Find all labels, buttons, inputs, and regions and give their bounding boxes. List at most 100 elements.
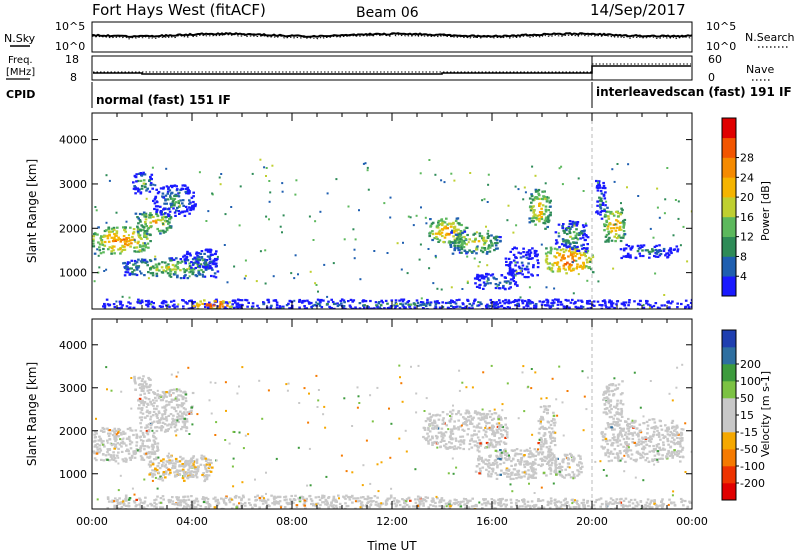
power-scatter-cell	[425, 222, 428, 225]
velocity-echo-cell	[495, 477, 499, 480]
power-echo-cell	[125, 237, 128, 240]
power-echo-cell	[204, 268, 208, 271]
power-scatter-cell	[496, 285, 499, 288]
power-echo-cell	[153, 266, 156, 270]
power-echo-cell	[463, 230, 467, 233]
velocity-echo-cell	[505, 426, 508, 429]
power-scatter-cell	[463, 249, 466, 252]
velocity-echo-cell	[556, 466, 559, 470]
power-echo-cell	[586, 307, 590, 309]
velocity-echo-cell	[130, 456, 134, 459]
velocity-echo-cell	[490, 427, 494, 430]
velocity-echo-cell	[606, 397, 610, 400]
power-echo-cell	[388, 306, 391, 309]
velocity-echo-cell	[567, 473, 571, 476]
power-scatter-cell	[690, 210, 692, 213]
velocity-echo-cell	[402, 499, 406, 502]
power-scatter-cell	[366, 169, 369, 172]
velocity-echo-cell	[189, 461, 192, 464]
velocity-echo-cell	[180, 465, 184, 468]
power-scatter-cell	[259, 158, 262, 161]
power-echo-cell	[619, 213, 622, 216]
velocity-echo-cell	[445, 424, 448, 427]
velocity-echo-cell	[606, 422, 610, 425]
velocity-echo-cell	[516, 459, 520, 462]
power-echo-cell	[568, 227, 571, 230]
power-echo-cell	[210, 267, 213, 270]
power-echo-cell	[507, 299, 511, 302]
velocity-echo-cell	[471, 418, 474, 421]
velocity-echo-cell	[182, 426, 186, 429]
velocity-echo-cell	[562, 458, 566, 461]
velocity-echo-cell	[627, 437, 631, 440]
velocity-echo-cell	[473, 433, 476, 436]
velocity-echo-cell	[176, 460, 179, 463]
velocity-echo-cell	[619, 393, 623, 396]
power-echo-cell	[668, 306, 671, 309]
velocity-echo-cell	[578, 461, 582, 464]
velocity-echo-cell	[95, 459, 98, 462]
velocity-echo-cell	[174, 421, 178, 424]
velocity-echo-cell	[616, 457, 620, 460]
velocity-echo-cell	[165, 470, 168, 473]
velocity-echo-cell	[112, 455, 116, 458]
power-echo-cell	[92, 240, 95, 243]
power-scatter-cell	[386, 252, 389, 254]
power-echo-cell	[534, 306, 538, 309]
power-echo-cell	[537, 188, 541, 192]
velocity-echo-cell	[653, 454, 657, 457]
power-echo-cell	[219, 303, 222, 306]
power-echo-cell	[556, 303, 560, 306]
power-echo-cell	[595, 186, 599, 189]
power-echo-cell	[149, 183, 153, 187]
velocity-echo-cell	[117, 447, 120, 450]
power-echo-cell	[124, 242, 127, 245]
power-echo-cell	[619, 239, 623, 243]
velocity-echo-cell	[256, 494, 259, 497]
power-echo-cell	[530, 194, 534, 197]
power-echo-cell	[131, 273, 134, 276]
power-echo-cell	[288, 299, 292, 303]
power-echo-cell	[523, 267, 527, 270]
velocity-echo-cell	[549, 458, 552, 461]
power-echo-cell	[551, 270, 555, 273]
power-colorbar-tick-label: 20	[740, 191, 754, 204]
power-scatter-cell	[314, 282, 317, 285]
power-echo-cell	[127, 237, 131, 240]
velocity-echo-cell	[462, 442, 466, 445]
velocity-echo-cell	[202, 500, 206, 504]
power-echo-cell	[188, 271, 191, 274]
power-echo-cell	[164, 212, 167, 215]
power-echo-cell	[582, 225, 586, 229]
velocity-echo-cell	[448, 420, 452, 423]
velocity-echo-cell	[564, 474, 568, 477]
power-echo-cell	[453, 249, 456, 252]
power-echo-cell	[441, 221, 444, 225]
velocity-echo-cell	[449, 434, 452, 437]
power-echo-cell	[161, 192, 165, 195]
velocity-echo-cell	[143, 452, 146, 455]
power-echo-cell	[511, 278, 514, 281]
power-echo-cell	[186, 268, 189, 271]
noise-tick-top-right: 10^5	[706, 20, 736, 33]
power-echo-cell	[576, 222, 579, 225]
power-echo-cell	[598, 303, 601, 307]
power-echo-cell	[308, 302, 311, 305]
power-echo-cell	[116, 238, 119, 242]
velocity-echo-cell	[610, 415, 613, 418]
power-echo-cell	[574, 241, 577, 244]
power-echo-cell	[451, 252, 455, 255]
velocity-echo-cell	[480, 459, 484, 462]
power-echo-cell	[641, 249, 644, 252]
power-echo-cell	[424, 304, 428, 308]
power-scatter-cell	[672, 234, 675, 237]
power-echo-cell	[169, 202, 173, 205]
power-scatter-cell	[251, 172, 254, 175]
power-scatter-cell	[373, 250, 376, 252]
power-echo-cell	[620, 302, 624, 305]
power-echo-region	[473, 272, 519, 291]
power-echo-cell	[203, 275, 207, 278]
power-echo-cell	[585, 258, 589, 261]
power-echo-cell	[614, 233, 618, 236]
velocity-echo-cell	[603, 397, 606, 400]
